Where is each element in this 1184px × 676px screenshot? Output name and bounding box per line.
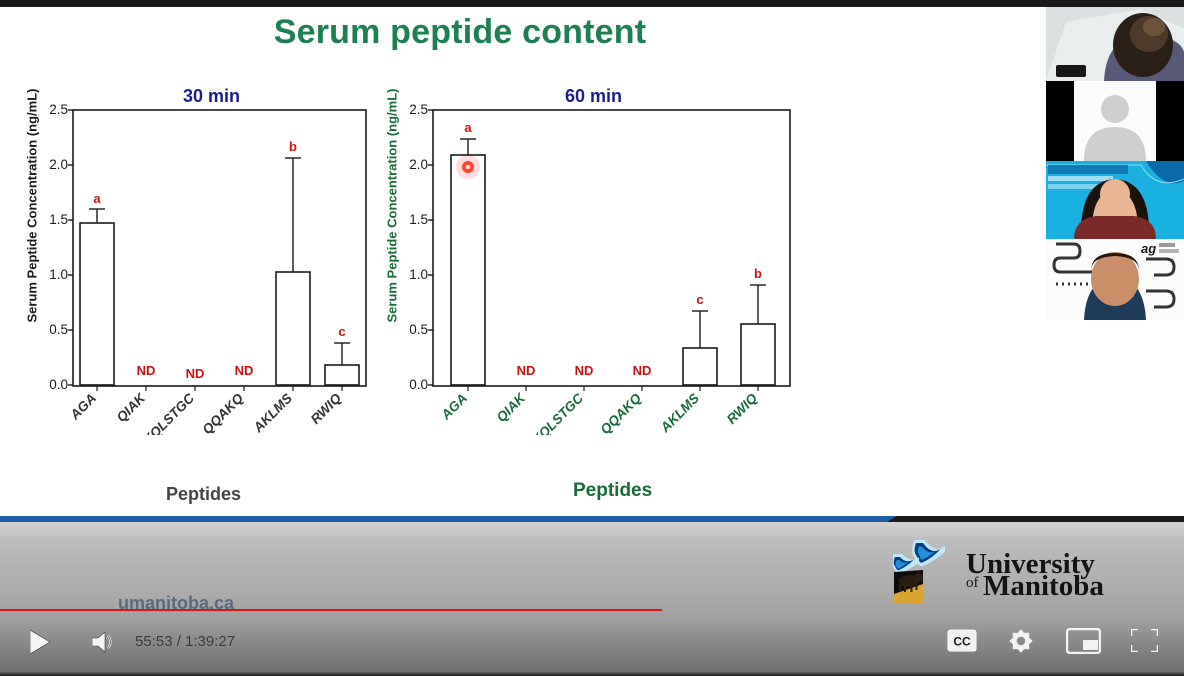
svg-text:QIAK: QIAK xyxy=(494,390,529,425)
svg-text:a: a xyxy=(464,120,472,135)
svg-text:ND: ND xyxy=(137,363,156,378)
svg-text:KQLSTGC: KQLSTGC xyxy=(140,390,197,435)
svg-text:KQLSTGC: KQLSTGC xyxy=(529,390,586,435)
svg-text:0.0: 0.0 xyxy=(409,377,428,392)
svg-text:QIAK: QIAK xyxy=(114,390,149,425)
svg-text:2.5: 2.5 xyxy=(49,102,68,117)
svg-text:ND: ND xyxy=(633,363,652,378)
svg-text:b: b xyxy=(289,139,297,154)
svg-text:1.0: 1.0 xyxy=(409,267,428,282)
svg-text:2.5: 2.5 xyxy=(409,102,428,117)
svg-text:ND: ND xyxy=(186,366,205,381)
svg-text:ND: ND xyxy=(235,363,254,378)
svg-text:a: a xyxy=(93,191,101,206)
svg-text:0.5: 0.5 xyxy=(49,322,68,337)
svg-text:b: b xyxy=(754,266,762,281)
svg-text:1.5: 1.5 xyxy=(49,212,68,227)
svg-text:ND: ND xyxy=(575,363,594,378)
svg-text:1.5: 1.5 xyxy=(409,212,428,227)
svg-text:CC: CC xyxy=(953,635,971,649)
svg-text:0.0: 0.0 xyxy=(49,377,68,392)
svg-text:QQAKQ: QQAKQ xyxy=(597,390,644,435)
svg-text:AGA: AGA xyxy=(438,391,471,424)
svg-text:ND: ND xyxy=(517,363,536,378)
svg-text:ag: ag xyxy=(1141,241,1156,256)
svg-text:QQAKQ: QQAKQ xyxy=(199,390,246,435)
svg-text:AGA: AGA xyxy=(67,391,100,424)
svg-text:AKLMS: AKLMS xyxy=(250,391,295,435)
svg-text:RWIQ: RWIQ xyxy=(308,390,345,427)
svg-text:2.0: 2.0 xyxy=(49,157,68,172)
svg-text:c: c xyxy=(696,292,703,307)
svg-text:2.0: 2.0 xyxy=(409,157,428,172)
svg-text:AKLMS: AKLMS xyxy=(657,391,702,435)
svg-text:1.0: 1.0 xyxy=(49,267,68,282)
svg-text:0.5: 0.5 xyxy=(409,322,428,337)
svg-text:c: c xyxy=(338,324,345,339)
svg-text:RWIQ: RWIQ xyxy=(724,390,761,427)
